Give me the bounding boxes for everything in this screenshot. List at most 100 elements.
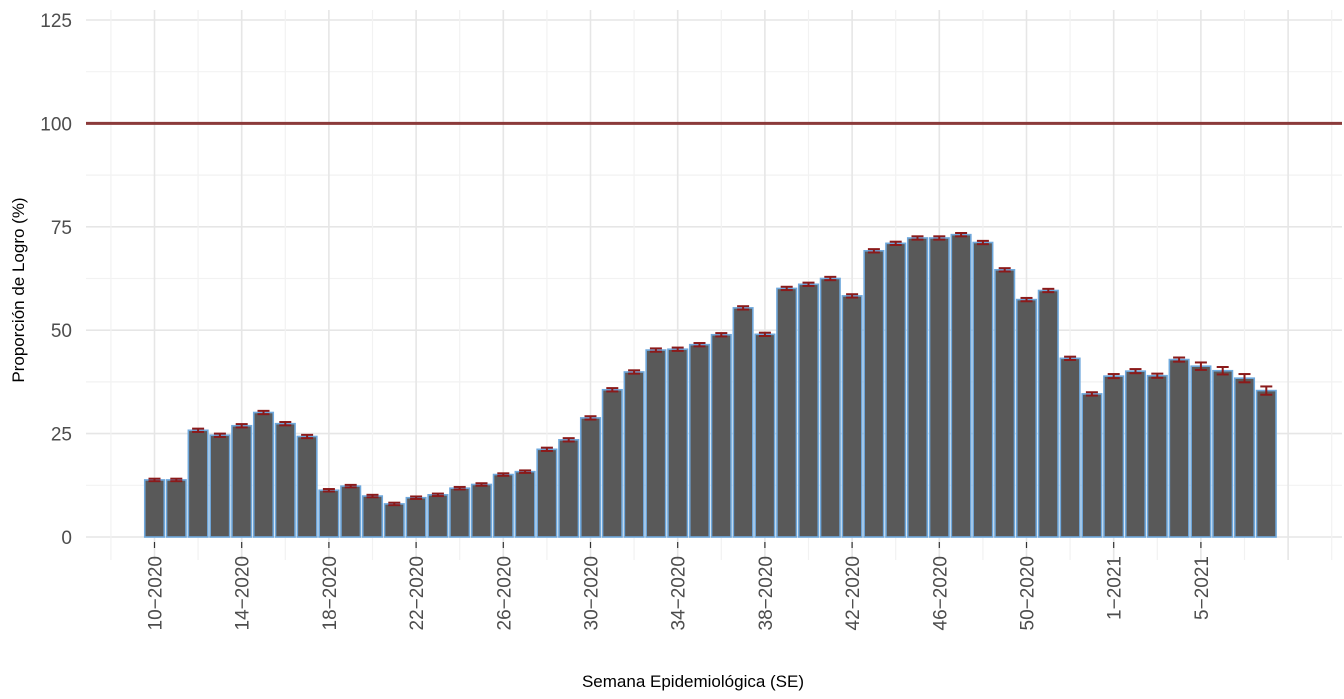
bar-47-2020 xyxy=(950,233,972,538)
error-bar-6-2021 xyxy=(1216,366,1229,376)
error-bar-7-2021 xyxy=(1238,373,1251,384)
bar-33-2020 xyxy=(645,349,667,538)
error-bar-11-2020 xyxy=(170,477,183,483)
error-bar-25-2020 xyxy=(475,482,488,487)
error-bar-21-2020 xyxy=(388,501,401,507)
bar-41-2020 xyxy=(819,277,841,538)
y-tick-label: 75 xyxy=(51,218,72,239)
error-bar-18-2020 xyxy=(322,488,335,493)
error-bar-46-2020 xyxy=(933,235,946,241)
error-bars xyxy=(148,232,1273,507)
error-bar-44-2020 xyxy=(889,240,902,246)
error-bar-39-2020 xyxy=(780,285,793,292)
error-bar-29-2020 xyxy=(562,437,575,443)
error-bar-26-2020 xyxy=(497,472,510,477)
bar-12-2020 xyxy=(187,429,209,538)
bar-8-2021 xyxy=(1255,389,1277,538)
bar-5-2021 xyxy=(1190,365,1212,538)
bar-34-2020 xyxy=(667,348,689,538)
error-bar-32-2020 xyxy=(628,369,641,375)
error-bar-22-2020 xyxy=(410,495,423,500)
error-bar-48-2020 xyxy=(976,239,989,246)
error-bar-37-2020 xyxy=(737,305,750,311)
x-tick-label: 34−2020 xyxy=(669,556,690,631)
bar-48-2020 xyxy=(972,241,994,538)
bar-42-2020 xyxy=(841,295,863,538)
bar-1-2021 xyxy=(1103,375,1125,538)
bar-26-2020 xyxy=(492,473,514,538)
bar-21-2020 xyxy=(383,503,405,538)
error-bar-1-2021 xyxy=(1107,373,1120,380)
bar-49-2020 xyxy=(994,269,1016,538)
bar-53-2020 xyxy=(1081,393,1103,538)
error-bar-38-2020 xyxy=(758,331,771,337)
error-bar-3-2021 xyxy=(1151,372,1164,379)
error-bar-36-2020 xyxy=(715,332,728,338)
bar-15-2020 xyxy=(252,411,275,538)
y-tick-label: 125 xyxy=(40,11,72,32)
bar-29-2020 xyxy=(558,439,580,538)
bars xyxy=(143,233,1277,538)
bar-40-2020 xyxy=(797,283,820,538)
error-bar-12-2020 xyxy=(192,427,205,433)
x-tick-label: 26−2020 xyxy=(494,556,515,631)
bar-43-2020 xyxy=(863,249,885,538)
error-bar-51-2020 xyxy=(1042,287,1055,294)
bar-18-2020 xyxy=(318,489,340,538)
bar-38-2020 xyxy=(754,333,776,538)
bar-14-2020 xyxy=(231,424,253,538)
x-axis-title: Semana Epidemiológica (SE) xyxy=(582,672,804,691)
error-bar-20-2020 xyxy=(366,493,379,499)
error-bar-30-2020 xyxy=(584,415,597,421)
bar-17-2020 xyxy=(296,435,318,538)
bar-6-2021 xyxy=(1212,369,1234,538)
x-tick-label: 22−2020 xyxy=(407,556,428,631)
error-bar-8-2021 xyxy=(1260,385,1273,396)
bar-2-2021 xyxy=(1124,370,1147,538)
y-tick-label: 25 xyxy=(51,425,72,446)
bar-39-2020 xyxy=(776,287,798,538)
x-tick-label: 46−2020 xyxy=(930,556,951,631)
x-tick-label: 30−2020 xyxy=(582,556,603,631)
bar-22-2020 xyxy=(405,496,427,538)
bar-4-2021 xyxy=(1168,358,1190,538)
bar-13-2020 xyxy=(209,434,231,538)
error-bar-24-2020 xyxy=(453,485,466,491)
bar-44-2020 xyxy=(885,242,907,538)
error-bar-16-2020 xyxy=(279,421,292,427)
bar-23-2020 xyxy=(427,494,449,538)
error-bar-15-2020 xyxy=(257,409,270,416)
error-bar-52-2020 xyxy=(1064,355,1077,361)
bar-37-2020 xyxy=(732,307,754,538)
error-bar-40-2020 xyxy=(802,281,815,287)
bar-35-2020 xyxy=(688,343,711,538)
x-axis-ticks: 10−2020 14−2020 18−2020 22−2020 26−2020 30−20… xyxy=(146,542,1213,631)
error-bar-42-2020 xyxy=(846,293,859,299)
error-bar-47-2020 xyxy=(955,232,968,238)
bar-30-2020 xyxy=(579,417,602,538)
x-tick-label: 50−2020 xyxy=(1018,556,1039,631)
bar-32-2020 xyxy=(623,371,645,538)
bar-50-2020 xyxy=(1015,298,1038,538)
error-bar-50-2020 xyxy=(1020,296,1033,303)
x-tick-label: 1−2021 xyxy=(1105,556,1126,620)
x-tick-label: 5−2021 xyxy=(1192,556,1213,620)
error-bar-43-2020 xyxy=(867,248,880,254)
error-bar-27-2020 xyxy=(519,469,532,474)
bar-36-2020 xyxy=(710,333,732,538)
error-bar-13-2020 xyxy=(213,432,226,438)
error-bar-23-2020 xyxy=(431,492,444,498)
bar-24-2020 xyxy=(449,487,471,538)
error-bar-17-2020 xyxy=(301,433,314,440)
error-bar-33-2020 xyxy=(649,347,662,353)
bar-19-2020 xyxy=(340,485,362,538)
x-tick-label: 38−2020 xyxy=(756,556,777,631)
y-axis-title: Proporción de Logro (%) xyxy=(9,197,28,382)
error-bar-41-2020 xyxy=(824,275,837,282)
x-tick-label: 14−2020 xyxy=(233,556,254,631)
bar-27-2020 xyxy=(514,470,536,538)
x-tick-label: 42−2020 xyxy=(843,556,864,631)
error-bar-31-2020 xyxy=(606,387,619,393)
error-bar-49-2020 xyxy=(998,267,1011,273)
